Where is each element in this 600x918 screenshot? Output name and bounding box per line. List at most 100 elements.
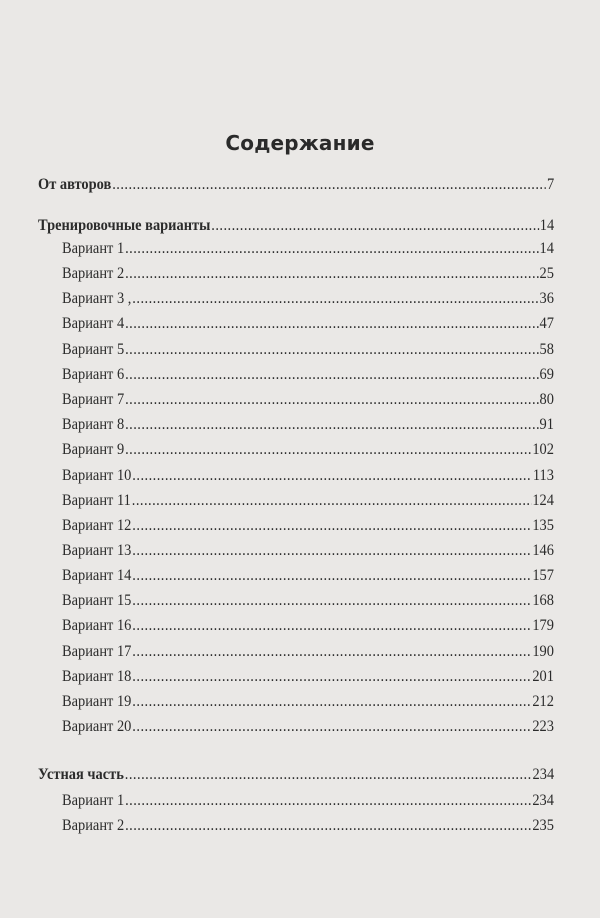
toc-entry: Вариант 19 212 — [62, 693, 554, 715]
toc-entry-page: 212 — [532, 693, 554, 710]
toc-entry-label: Вариант 14 — [62, 567, 132, 584]
toc-entry: Вариант 15 168 — [62, 592, 554, 614]
toc-entry-label: Вариант 12 — [62, 517, 132, 534]
leader-dots — [125, 341, 539, 359]
toc-entry: Вариант 18 201 — [62, 668, 554, 690]
leader-dots — [125, 441, 531, 459]
toc-entry: Вариант 9 102 — [62, 441, 554, 463]
toc-entry: Вариант 10 113 — [62, 467, 554, 489]
toc-entry-page: 69 — [539, 366, 554, 383]
toc-entry: Вариант 20 223 — [62, 718, 554, 740]
toc-entry-label: Вариант 1 — [62, 792, 125, 809]
leader-dots — [125, 315, 539, 333]
toc-entry-page: 91 — [539, 416, 554, 433]
leader-dots — [132, 517, 531, 535]
toc-entry: Вариант 4 47 — [62, 315, 554, 337]
leader-dots — [132, 592, 531, 610]
toc-entry-page: 146 — [532, 542, 554, 559]
toc-entry-page: 36 — [539, 290, 554, 307]
toc-entry-label: Вариант 19 — [62, 693, 132, 710]
toc-entry: Вариант 5 58 — [62, 341, 554, 363]
leader-dots — [132, 467, 532, 485]
toc-entry: Вариант 14 157 — [62, 567, 554, 589]
leader-dots — [132, 668, 531, 686]
toc-entry-page: 135 — [532, 517, 554, 534]
toc-entry-label: Устная часть — [38, 766, 124, 783]
toc-entry-page: 102 — [532, 441, 554, 458]
leader-dots — [125, 366, 539, 384]
toc-entry-page: 25 — [539, 265, 554, 282]
leader-dots — [132, 617, 531, 635]
toc-entry-label: Вариант 8 — [62, 416, 125, 433]
toc-entry-page: 234 — [532, 766, 555, 783]
toc-entry-label: Вариант 1 — [62, 240, 125, 257]
leader-dots — [125, 240, 539, 258]
toc-entry-page: 58 — [539, 341, 554, 358]
toc-entry-label: Вариант 7 — [62, 391, 125, 408]
toc-entry-page: 157 — [532, 567, 554, 584]
toc-entry-page: 168 — [532, 592, 554, 609]
leader-dots — [211, 217, 539, 235]
leader-dots — [125, 416, 539, 434]
leader-dots — [125, 817, 531, 835]
leader-dots — [132, 567, 531, 585]
toc-entry-page: 113 — [532, 467, 554, 484]
leader-dots — [132, 693, 531, 711]
toc-entry: Вариант 1 14 — [62, 240, 554, 262]
toc-entry-page: 234 — [532, 792, 554, 809]
toc-entry-page: 14 — [539, 217, 555, 234]
toc-entry-label: Тренировочные вариaнты — [38, 217, 211, 234]
toc-entry-page: 190 — [532, 643, 554, 660]
leader-dots — [132, 718, 531, 736]
toc-entry-page: 235 — [532, 817, 554, 834]
toc-entry-label: Вариант 2 — [62, 817, 125, 834]
toc-entry-label: Вариант 13 — [62, 542, 132, 559]
toc-entry-page: 47 — [539, 315, 554, 332]
toc-entry-label: Вариант 2 — [62, 265, 125, 282]
toc-entry: Устная часть 234 — [38, 766, 554, 788]
toc-entry: Вариант 11 124 — [62, 492, 554, 514]
leader-dots — [125, 792, 531, 810]
leader-dots — [132, 492, 532, 510]
toc-entry-label: Вариант 9 — [62, 441, 125, 458]
toc-entry: Вариант 13 146 — [62, 542, 554, 564]
toc-entry: Вариант 2 235 — [62, 817, 554, 839]
toc-entry: Тренировочные вариaнты 14 — [38, 217, 554, 239]
toc-entry: Вариант 1 234 — [62, 792, 554, 814]
toc-entry-label: Вариант 10 — [62, 467, 132, 484]
toc-entry-label: Вариант 3 , — [62, 290, 132, 307]
leader-dots — [125, 391, 539, 409]
toc-entry-page: 201 — [532, 668, 554, 685]
toc-entry-label: Вариант 5 — [62, 341, 125, 358]
toc-entry: Вариант 3 , 36 — [62, 290, 554, 312]
toc-entry: Вариант 8 91 — [62, 416, 554, 438]
leader-dots — [132, 290, 538, 308]
toc-entry-label: Вариант 11 — [62, 492, 131, 509]
toc-entry-page: 14 — [539, 240, 554, 257]
toc-entry-page: 179 — [532, 617, 554, 634]
leader-dots — [125, 265, 539, 283]
toc-entry-page: 7 — [546, 176, 555, 193]
toc-entry-label: Вариант 18 — [62, 668, 132, 685]
toc-entry-label: Вариант 16 — [62, 617, 132, 634]
toc-entry-page: 223 — [532, 718, 554, 735]
toc-entry: Вариант 6 69 — [62, 366, 554, 388]
toc-entry-label: Вариант 4 — [62, 315, 125, 332]
toc-entry: Вариант 17 190 — [62, 643, 554, 665]
toc-entry-page: 80 — [539, 391, 554, 408]
leader-dots — [125, 766, 532, 784]
toc-entry: Вариант 12 135 — [62, 517, 554, 539]
toc-entry-label: Вариант 15 — [62, 592, 132, 609]
toc-entry-label: От авторов — [38, 176, 112, 193]
toc-entry-label: Вариант 20 — [62, 718, 132, 735]
toc-entry-label: Вариант 6 — [62, 366, 125, 383]
toc-entry-label: Вариант 17 — [62, 643, 132, 660]
leader-dots — [132, 643, 531, 661]
toc-entry: От авторов 7 — [38, 176, 554, 198]
page-title: Содержание — [225, 131, 375, 155]
toc-entry-page: 124 — [532, 492, 554, 509]
leader-dots — [132, 542, 531, 560]
toc-entry: Вариант 2 25 — [62, 265, 554, 287]
leader-dots — [112, 176, 546, 194]
toc-entry: Вариант 16 179 — [62, 617, 554, 639]
